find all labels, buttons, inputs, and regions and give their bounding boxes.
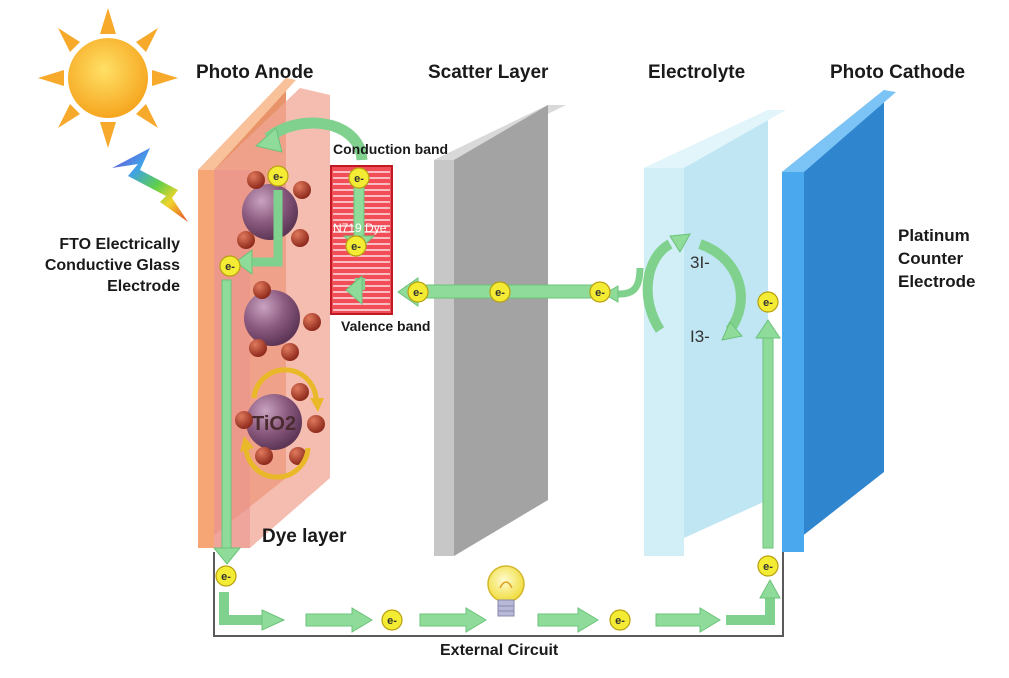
species-i3: I3-	[690, 327, 710, 346]
electron-badge: e-	[381, 609, 403, 631]
electron-badge: e-	[489, 281, 511, 303]
fto-line-3: Electrode	[107, 278, 180, 295]
light-bolt-icon	[112, 148, 188, 222]
electron-badge: e-	[267, 165, 289, 187]
platinum-line-3: Electrode	[898, 272, 976, 291]
scatter-layer-label: Scatter Layer	[428, 62, 549, 83]
platinum-electrode-label: Platinum Counter Electrode	[898, 224, 975, 293]
conduction-band-label: Conduction band	[333, 141, 449, 157]
platinum-line-1: Platinum	[898, 226, 970, 245]
fto-electrode-label: FTO Electrically Conductive Glass Electr…	[20, 234, 180, 297]
svg-text:e-: e-	[763, 561, 773, 573]
tio2-particles	[235, 171, 325, 480]
species-3i: 3I-	[690, 253, 710, 272]
electron-badge: e-	[215, 565, 237, 587]
electron-badge: e-	[609, 609, 631, 631]
svg-text:e-: e-	[387, 615, 397, 627]
svg-text:e-: e-	[273, 171, 283, 183]
fto-line-1: FTO Electrically	[59, 236, 180, 253]
electrolyte-label: Electrolyte	[648, 62, 746, 83]
photo-cathode-label: Photo Cathode	[830, 62, 966, 83]
electron-badge: e-	[407, 281, 429, 303]
external-circuit-wire	[213, 552, 784, 637]
svg-text:e-: e-	[354, 173, 364, 185]
photo-anode-label: Photo Anode	[196, 62, 314, 83]
svg-text:e-: e-	[413, 287, 423, 299]
dye-label: N719 Dye	[333, 221, 387, 235]
svg-text:e-: e-	[495, 287, 505, 299]
external-circuit-label: External Circuit	[440, 642, 559, 659]
electron-badge: e-	[219, 255, 241, 277]
electron-badge: e-	[757, 291, 779, 313]
svg-text:e-: e-	[351, 241, 361, 253]
fto-line-2: Conductive Glass	[44, 257, 180, 274]
svg-text:e-: e-	[763, 297, 773, 309]
scatter-layer-slab	[434, 105, 566, 556]
svg-text:e-: e-	[615, 615, 625, 627]
platinum-line-2: Counter	[898, 249, 964, 268]
photo-cathode-electrode	[782, 90, 896, 552]
dye-layer-label: Dye layer	[262, 526, 347, 547]
light-bulb-icon	[487, 565, 525, 617]
tio2-label: TiO2	[252, 413, 296, 435]
svg-text:e-: e-	[225, 261, 235, 273]
electron-badge: e-	[345, 235, 367, 257]
electron-badge: e-	[757, 555, 779, 577]
electron-badge: e-	[589, 281, 611, 303]
electron-badges: e-e-e-e-e-e-e-e-e-e-e-e-	[215, 165, 779, 631]
electron-badge: e-	[348, 167, 370, 189]
svg-text:e-: e-	[595, 287, 605, 299]
valence-band-label: Valence band	[341, 318, 431, 334]
sun-icon	[38, 8, 178, 148]
svg-text:e-: e-	[221, 571, 231, 583]
